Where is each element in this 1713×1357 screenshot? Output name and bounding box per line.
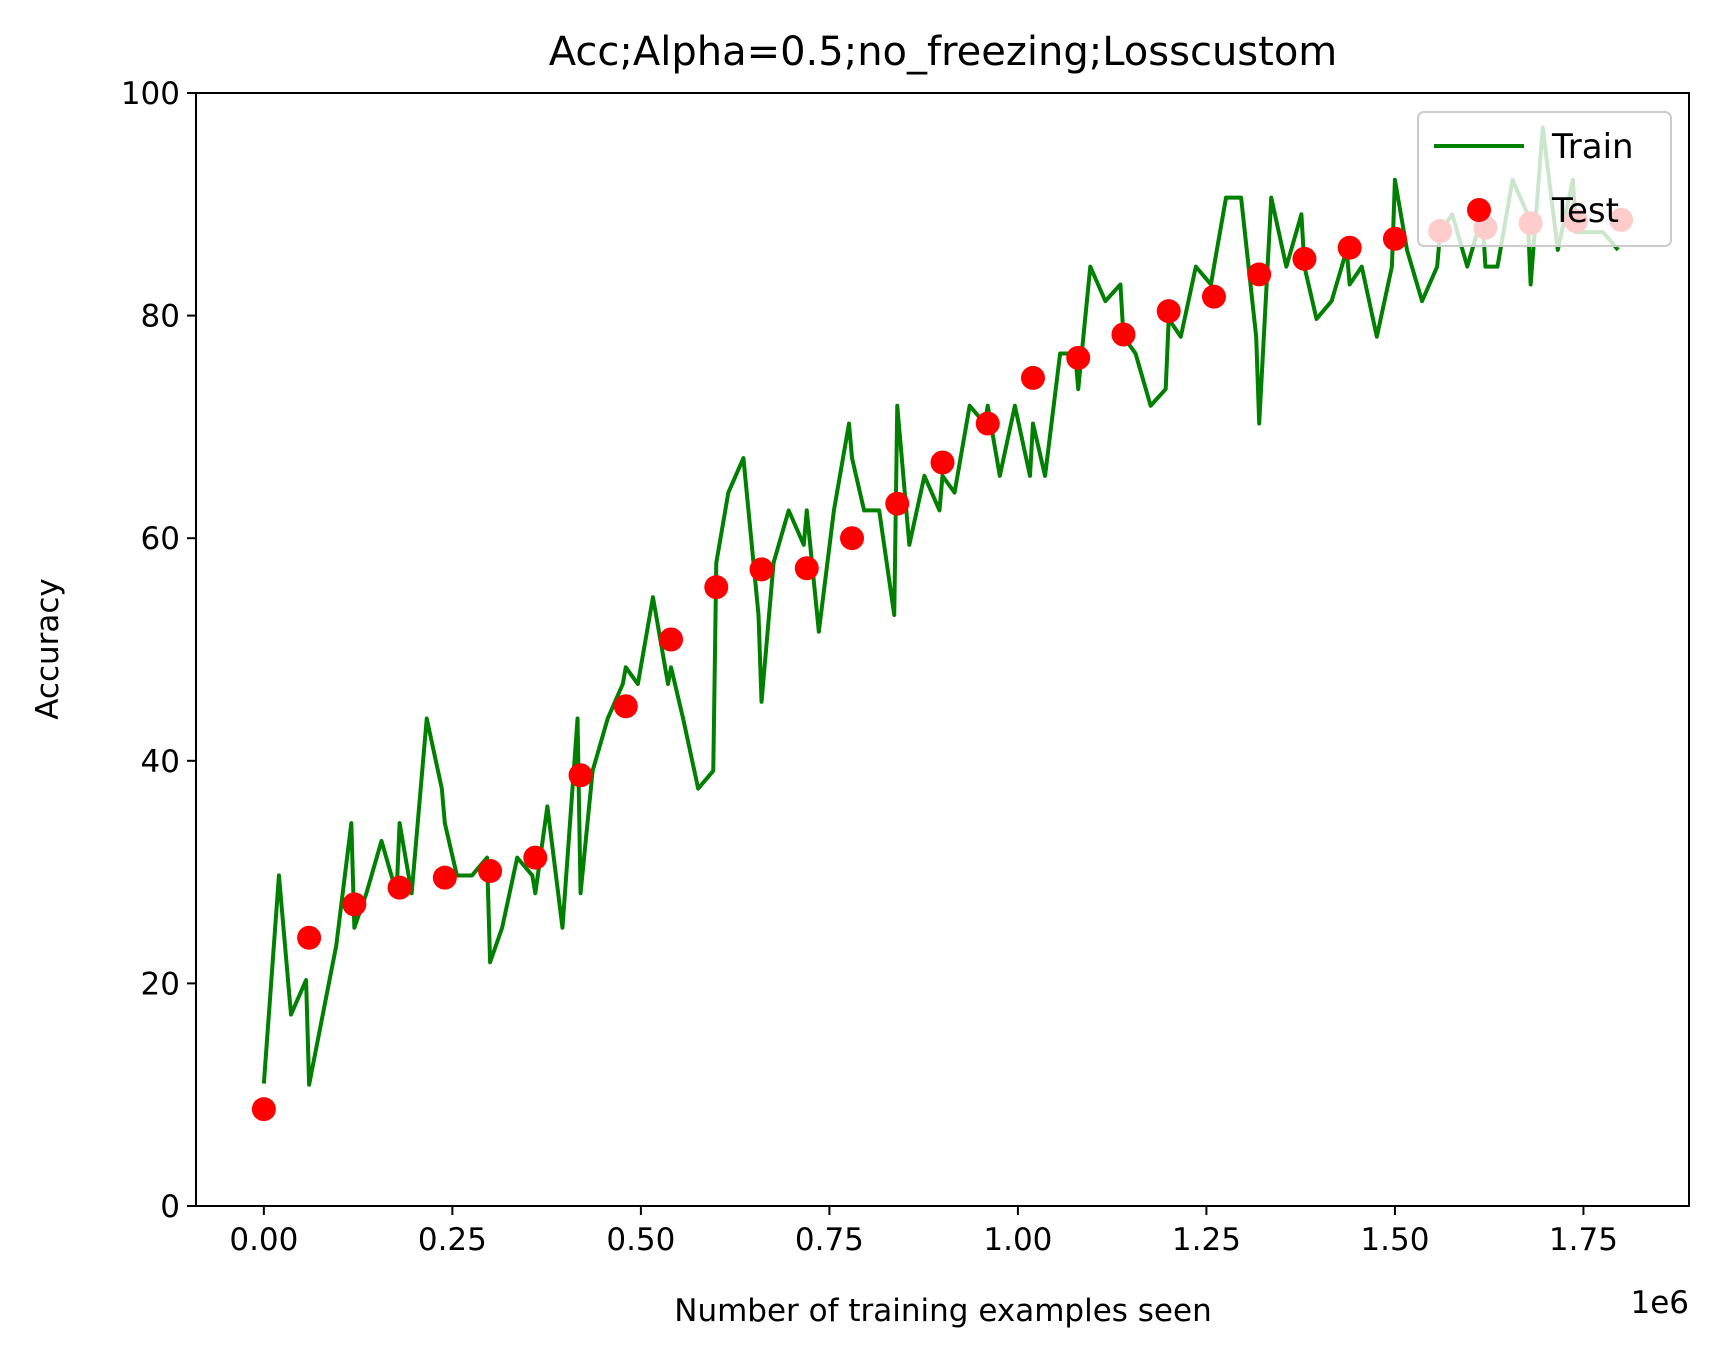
test-point <box>613 694 638 719</box>
test-point <box>1111 322 1136 347</box>
x-axis-ticks: 0.00 0.25 0.50 0.75 1.00 1.25 1.50 1.75 <box>229 1206 1618 1258</box>
x-tick-label: 0.50 <box>606 1222 675 1258</box>
x-axis-offset-label: 1e6 <box>1630 1285 1689 1321</box>
y-tick-label: 0 <box>160 1189 180 1225</box>
x-tick-label: 0.00 <box>229 1222 298 1258</box>
x-tick-label: 1.50 <box>1360 1222 1429 1258</box>
x-tick-label: 1.25 <box>1172 1222 1241 1258</box>
y-tick-label: 100 <box>121 76 180 112</box>
y-tick-label: 40 <box>141 744 180 780</box>
y-tick-label: 60 <box>141 521 180 557</box>
test-point <box>251 1097 276 1122</box>
test-point <box>659 627 684 652</box>
test-point <box>1382 226 1407 251</box>
y-axis-ticks: 0 20 40 60 80 100 <box>121 76 196 1225</box>
test-point <box>704 575 729 600</box>
test-point <box>1292 246 1317 271</box>
legend-test-swatch <box>1467 198 1491 222</box>
y-axis-label: Accuracy <box>30 578 66 720</box>
x-tick-label: 1.00 <box>983 1222 1052 1258</box>
test-point <box>387 875 412 900</box>
test-point <box>1156 299 1181 324</box>
chart-title: Acc;Alpha=0.5;no_freezing;Losscustom <box>549 29 1338 75</box>
test-point <box>1066 345 1091 370</box>
x-tick-label: 0.25 <box>418 1222 487 1258</box>
test-point <box>749 557 774 582</box>
y-tick-label: 80 <box>141 299 180 335</box>
y-tick-label: 20 <box>141 966 180 1002</box>
x-tick-label: 1.75 <box>1549 1222 1618 1258</box>
test-point <box>975 411 1000 436</box>
test-point <box>1337 235 1362 260</box>
test-point <box>568 763 593 788</box>
legend-test-label: Test <box>1551 191 1619 231</box>
test-point <box>1020 365 1045 390</box>
plot-area <box>251 125 1634 1122</box>
test-point <box>1201 284 1226 309</box>
x-axis-label: Number of training examples seen <box>674 1293 1211 1329</box>
test-point <box>930 450 955 475</box>
test-point <box>342 892 367 917</box>
x-tick-label: 0.75 <box>795 1222 864 1258</box>
test-point <box>1247 262 1272 287</box>
test-point <box>794 556 819 581</box>
legend: Train Test <box>1417 111 1672 247</box>
test-point <box>478 858 503 883</box>
test-point <box>885 491 910 516</box>
test-point <box>297 925 322 950</box>
test-point <box>840 526 865 551</box>
axes-frame <box>195 92 1690 1207</box>
legend-train-label: Train <box>1551 127 1634 167</box>
test-point <box>432 865 457 890</box>
test-point <box>523 845 548 870</box>
